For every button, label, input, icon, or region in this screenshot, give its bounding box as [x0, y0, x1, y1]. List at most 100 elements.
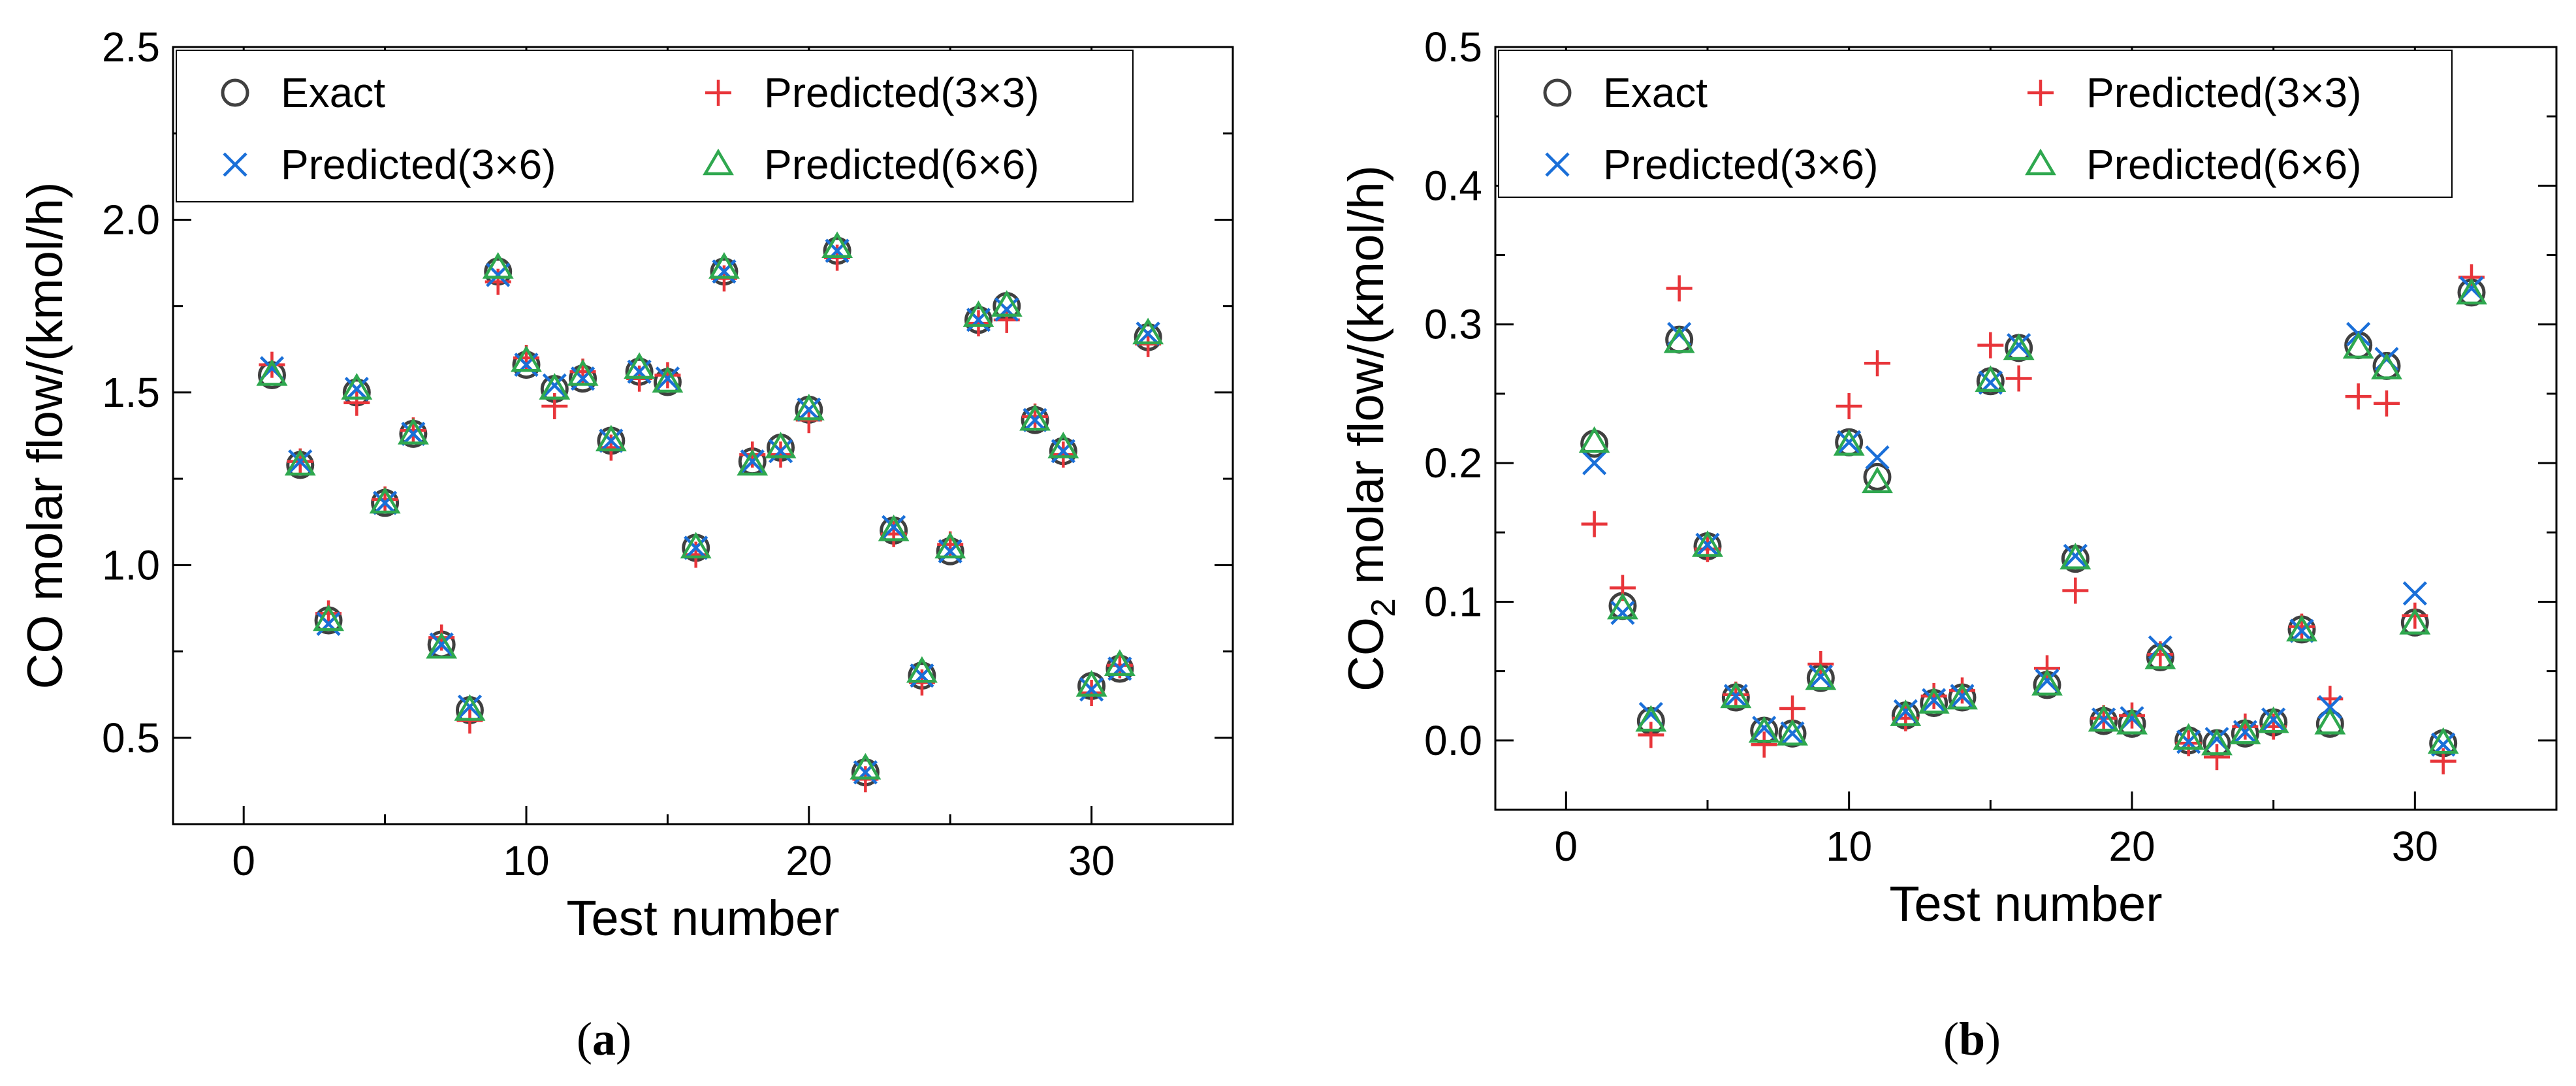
- data-point: [599, 428, 624, 453]
- data-point: [1663, 326, 1695, 353]
- data-point: [401, 421, 426, 446]
- data-point: [793, 393, 825, 421]
- data-point: [1890, 699, 1922, 726]
- data-point: [1582, 451, 1607, 475]
- data-point: [542, 373, 567, 398]
- data-point: [1893, 699, 1918, 724]
- data-point: [1019, 404, 1051, 431]
- data-point: [2035, 668, 2059, 694]
- data-point: [1950, 684, 1975, 709]
- panel-caption: (a): [577, 1013, 631, 1065]
- data-point: [313, 604, 344, 631]
- data-point: [2342, 332, 2374, 359]
- data-point: [1638, 722, 1664, 748]
- legend-marker-plus: [705, 80, 731, 106]
- data-point: [821, 231, 853, 259]
- data-point: [2233, 720, 2257, 744]
- data-point: [850, 752, 882, 780]
- data-point: [2314, 707, 2346, 735]
- data-point: [2402, 581, 2427, 606]
- data-point: [624, 352, 656, 379]
- data-point: [1051, 439, 1075, 464]
- data-point: [1723, 684, 1748, 709]
- data-point: [1975, 365, 2007, 392]
- legend-marker-x: [1545, 152, 1570, 177]
- data-point: [1079, 677, 1104, 702]
- x-axis-title: Test number: [566, 891, 839, 946]
- data-point: [1078, 680, 1105, 707]
- data-point: [1635, 705, 1667, 732]
- data-point: [965, 310, 992, 337]
- data-point: [1752, 716, 1777, 741]
- y-tick-label: 2.5: [102, 24, 160, 71]
- data-point: [2345, 383, 2372, 410]
- data-point: [2005, 365, 2032, 392]
- data-point: [682, 541, 709, 568]
- series-plus: [259, 244, 1162, 793]
- legend-label: Exact: [1603, 69, 1708, 116]
- data-point: [1666, 275, 1693, 302]
- data-point: [373, 490, 398, 515]
- series-triangle: [1578, 278, 2487, 756]
- x-tick-label: 20: [2108, 823, 2155, 870]
- data-point: [341, 373, 373, 400]
- data-point: [1075, 670, 1107, 697]
- data-point: [567, 359, 599, 386]
- data-point: [343, 389, 370, 416]
- data-point: [1050, 441, 1077, 468]
- data-point: [454, 694, 486, 721]
- data-point: [1808, 664, 1833, 689]
- data-point: [2031, 669, 2063, 696]
- data-point: [2402, 602, 2428, 629]
- data-point: [962, 300, 994, 327]
- x-tick-label: 30: [2392, 823, 2438, 870]
- data-point: [1949, 677, 1975, 704]
- x-tick-label: 10: [1826, 823, 1872, 870]
- data-point: [539, 373, 571, 400]
- y-tick-label: 0.3: [1424, 301, 1482, 348]
- data-point: [426, 631, 458, 659]
- data-point: [514, 352, 539, 377]
- x-tick-label: 20: [786, 837, 832, 884]
- data-point: [429, 632, 454, 657]
- data-points: [256, 231, 1164, 793]
- series-triangle: [256, 231, 1164, 780]
- data-point: [2005, 334, 2033, 362]
- data-point: [684, 535, 708, 560]
- data-point: [2204, 744, 2230, 771]
- data-point: [2286, 615, 2317, 642]
- x-tick-label: 0: [232, 837, 255, 884]
- data-point: [740, 449, 765, 474]
- data-point: [2063, 543, 2088, 568]
- series-plus: [1581, 264, 2485, 775]
- series-x: [259, 238, 1160, 785]
- data-point: [2062, 577, 2089, 604]
- data-point: [737, 449, 769, 476]
- data-point: [680, 532, 712, 559]
- legend-label: Predicted(3×6): [1603, 141, 1879, 188]
- data-point: [2456, 278, 2487, 305]
- x-tick-label: 10: [503, 837, 549, 884]
- data-point: [1777, 718, 1808, 746]
- data-point: [2371, 353, 2402, 379]
- data-point: [878, 515, 910, 541]
- data-point: [1833, 429, 1865, 456]
- data-point: [2458, 264, 2485, 291]
- data-point: [2119, 702, 2145, 729]
- data-point: [511, 345, 542, 372]
- data-point: [570, 366, 596, 391]
- data-point: [369, 487, 401, 514]
- data-point: [1918, 687, 1950, 714]
- data-point: [627, 359, 652, 384]
- data-point: [1837, 430, 1862, 455]
- data-point: [1865, 445, 1890, 470]
- data-point: [938, 539, 962, 564]
- y-tick-label: 1.0: [102, 541, 160, 588]
- data-point: [1862, 466, 1893, 494]
- data-point: [1947, 682, 1978, 710]
- data-point: [768, 439, 793, 464]
- data-point: [767, 441, 794, 468]
- data-point: [991, 290, 1023, 317]
- data-point: [1607, 592, 1638, 620]
- legend-label: Predicted(6×6): [764, 141, 1040, 188]
